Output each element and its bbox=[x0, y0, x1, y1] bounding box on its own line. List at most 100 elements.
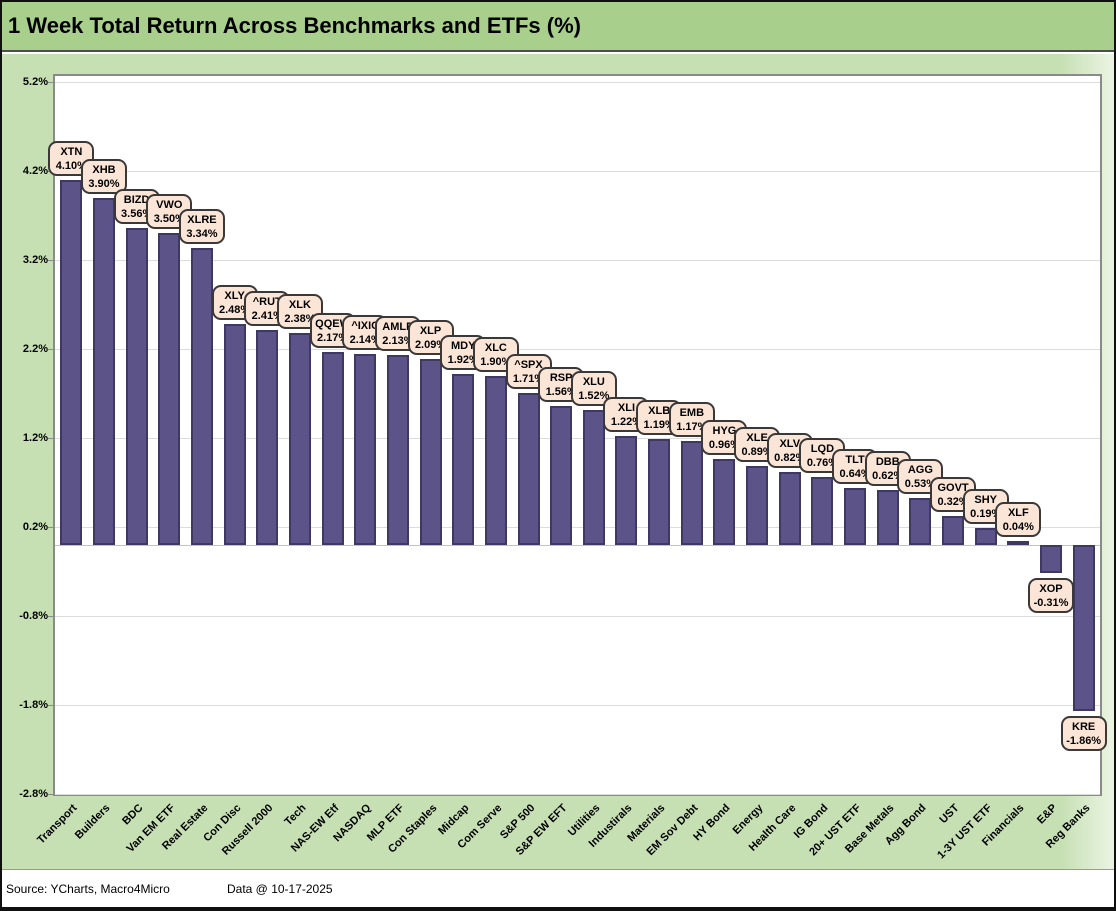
data-label-box: KRE -1.86% bbox=[1060, 715, 1107, 751]
data-label-ticker: SHY bbox=[974, 494, 998, 507]
data-label-value: 3.90% bbox=[88, 177, 120, 190]
source-text: Source: YCharts, Macro4Micro bbox=[6, 881, 170, 896]
data-label-ticker: XLY bbox=[224, 290, 245, 303]
bar-EMB bbox=[680, 440, 703, 545]
data-label-value: 0.82% bbox=[774, 451, 806, 464]
data-label-value: 3.56% bbox=[121, 208, 153, 220]
data-label-value: 2.14% bbox=[349, 334, 381, 347]
data-label-box: XOP -0.31% bbox=[1028, 577, 1075, 613]
y-axis-tick-label: 1.2% bbox=[22, 432, 48, 445]
y-axis-tick-label: 5.2% bbox=[22, 76, 48, 88]
data-label-ticker: TLT bbox=[845, 453, 865, 466]
bar-XLRE bbox=[190, 247, 213, 545]
bar-MDY bbox=[452, 374, 475, 545]
data-label-value: -1.86% bbox=[1066, 734, 1102, 747]
bar-XLK bbox=[288, 333, 311, 545]
bar-XLC bbox=[484, 375, 507, 545]
data-label-value: 2.09% bbox=[414, 338, 447, 351]
data-label-ticker: XLU bbox=[582, 375, 605, 388]
data-label-value: 1.17% bbox=[676, 420, 708, 433]
data-label-value: 1.56% bbox=[545, 386, 577, 399]
data-label-ticker: XLI bbox=[617, 402, 636, 415]
y-axis-tick-mark bbox=[48, 527, 53, 529]
bar-XHB bbox=[92, 197, 115, 545]
bar-VWO bbox=[158, 233, 181, 545]
data-label-ticker: XTN bbox=[60, 145, 83, 158]
data-label-box: XLU 1.52% bbox=[570, 370, 617, 406]
data-label-value: 0.64% bbox=[839, 467, 871, 480]
gridline bbox=[55, 349, 1100, 351]
data-label-ticker: MDY bbox=[450, 340, 476, 353]
data-label-ticker: ^SPX bbox=[514, 358, 543, 371]
gridline bbox=[55, 616, 1100, 618]
data-label-ticker: LQD bbox=[810, 443, 835, 456]
bar-XLB bbox=[648, 439, 671, 545]
gridline bbox=[55, 527, 1100, 529]
data-label-value: 0.53% bbox=[904, 477, 936, 490]
data-label-box: XHB 3.90% bbox=[80, 158, 127, 194]
data-label-ticker: RSP bbox=[549, 372, 573, 385]
bar-XTN bbox=[60, 179, 83, 545]
gridline bbox=[55, 438, 1100, 440]
gridline bbox=[55, 171, 1100, 173]
data-label-value: 1.71% bbox=[512, 372, 545, 385]
data-label-value: 2.48% bbox=[219, 304, 251, 317]
bar-AGG bbox=[909, 497, 932, 545]
data-label-ticker: ^IXIC bbox=[351, 320, 380, 333]
bar-SHY bbox=[974, 528, 997, 545]
data-label-ticker: BIZD bbox=[123, 194, 150, 206]
data-label-ticker: XLP bbox=[419, 324, 442, 337]
bar-BIZD bbox=[125, 228, 148, 545]
bar-^SPX bbox=[517, 392, 540, 545]
data-label-value: 1.92% bbox=[447, 354, 479, 367]
data-label-ticker: XOP bbox=[1039, 582, 1063, 595]
data-label-value: 1.19% bbox=[643, 419, 675, 431]
footer: Source: YCharts, Macro4Micro Data @ 10-1… bbox=[2, 869, 1114, 907]
y-axis-tick-mark bbox=[48, 260, 53, 262]
data-label-ticker: QQEW bbox=[315, 317, 350, 330]
data-label-ticker: XLK bbox=[288, 299, 311, 312]
data-label-ticker: AGG bbox=[907, 463, 933, 476]
bar-XOP bbox=[1040, 544, 1063, 573]
zero-axis-line bbox=[55, 544, 1100, 546]
data-label-ticker: XHB bbox=[92, 163, 116, 176]
bar-XLU bbox=[582, 409, 605, 545]
data-label-value: 0.96% bbox=[708, 439, 741, 452]
gridline bbox=[55, 794, 1100, 796]
data-label-ticker: XLV bbox=[779, 437, 801, 450]
data-label-value: 0.32% bbox=[937, 496, 969, 509]
data-label-box: XLRE 3.34% bbox=[178, 208, 225, 244]
bar-XLV bbox=[778, 471, 801, 545]
bar-RSP bbox=[550, 406, 573, 545]
data-label-value: 0.04% bbox=[1002, 521, 1034, 534]
plot-area bbox=[53, 74, 1102, 796]
bar-AMLP bbox=[386, 355, 409, 545]
data-label-box: XLK 2.38% bbox=[276, 294, 323, 330]
data-label-ticker: DBB bbox=[875, 455, 900, 468]
bar-XLE bbox=[746, 465, 769, 545]
bar-^RUT bbox=[256, 330, 279, 545]
data-label-ticker: ^RUT bbox=[252, 296, 282, 309]
chart-area: 5.2% 4.2% 3.2% 2.2% 1.2% 0.2% -0.8% -1.8% -2.8% X… bbox=[2, 54, 1114, 872]
data-label-ticker: VWO bbox=[156, 199, 183, 212]
y-axis-tick-label: 3.2% bbox=[22, 254, 48, 267]
data-label-ticker: XLRE bbox=[187, 213, 217, 226]
data-label-value: 0.89% bbox=[741, 445, 773, 458]
y-axis-tick-mark bbox=[48, 705, 53, 707]
gridline bbox=[55, 260, 1100, 262]
bar-KRE bbox=[1072, 544, 1095, 711]
data-label-value: -0.31% bbox=[1033, 596, 1069, 609]
y-axis-tick-mark bbox=[48, 794, 53, 796]
data-label-value: 1.52% bbox=[578, 389, 610, 402]
data-label-value: 1.22% bbox=[610, 416, 643, 429]
y-axis-tick-label: -2.8% bbox=[19, 788, 48, 801]
gridline bbox=[55, 82, 1100, 83]
data-label-value: 4.10% bbox=[55, 159, 87, 172]
data-date: Data @ 10-17-2025 bbox=[227, 881, 333, 896]
y-axis-tick-mark bbox=[48, 616, 53, 618]
bar-DBB bbox=[876, 489, 899, 545]
data-label-value: 0.76% bbox=[806, 457, 839, 470]
y-axis-tick-mark bbox=[48, 349, 53, 351]
bar-XLI bbox=[615, 436, 638, 545]
data-label-value: 3.34% bbox=[186, 227, 218, 240]
